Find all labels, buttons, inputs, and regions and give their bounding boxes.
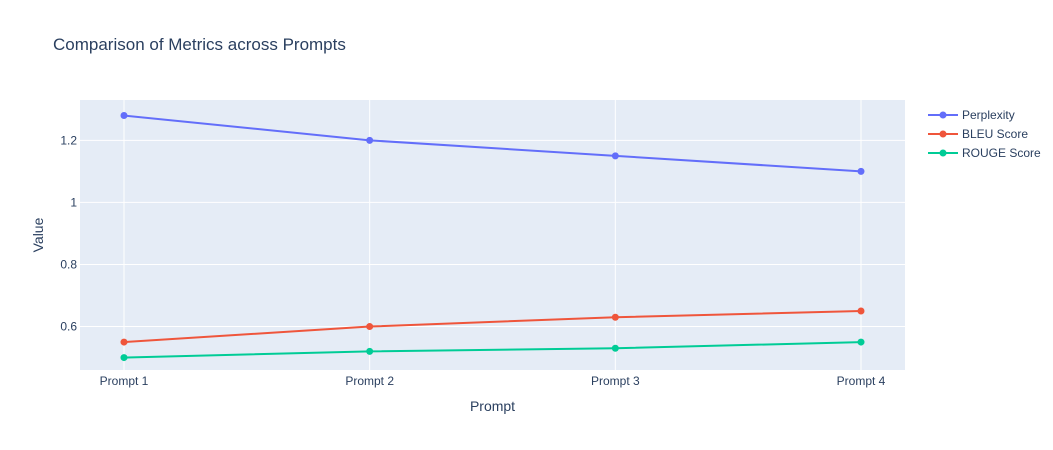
legend-label: ROUGE Score [962,146,1041,160]
data-point [611,344,619,352]
data-point [366,323,374,331]
data-point [366,347,374,355]
y-tick-label: 0.6 [60,320,77,334]
data-point [120,338,128,346]
x-axis-title: Prompt [470,398,515,414]
legend-item[interactable]: BLEU Score [928,127,1028,141]
grid-lines [80,100,905,370]
legend-label: Perplexity [962,108,1015,122]
x-tick-label: Prompt 2 [345,374,394,388]
tick-labels: 0.6 0.8 1 1.2 Prompt 1 Prompt 2 Prompt 3 Prompt… [60,133,885,388]
y-tick-label: 1 [70,195,77,209]
chart-title: Comparison of Metrics across Prompts [53,35,346,54]
data-point [611,313,619,321]
series-1 [120,112,865,175]
data-point [120,354,128,362]
x-tick-label: Prompt 3 [591,374,640,388]
x-tick-label: Prompt 4 [837,374,886,388]
legend-item[interactable]: Perplexity [928,108,1015,122]
series-line [123,341,862,359]
legend-item[interactable]: ROUGE Score [928,146,1041,160]
data-point [611,152,619,160]
legend-marker [939,111,947,119]
data-point [857,307,865,315]
legend-marker [939,130,947,138]
series-line [123,114,862,173]
plot-area [80,100,905,370]
legend: Perplexity BLEU Score ROUGE Score [928,108,1041,160]
x-tick-label: Prompt 1 [100,374,149,388]
series-layer [120,112,865,362]
legend-label: BLEU Score [962,127,1028,141]
series-line [123,310,862,344]
data-point [857,338,865,346]
y-axis-title: Value [30,217,46,252]
series-2 [120,307,865,346]
y-tick-label: 0.8 [60,257,77,271]
data-point [120,112,128,120]
y-tick-label: 1.2 [60,133,77,147]
data-point [857,167,865,175]
data-point [366,136,374,144]
series-3 [120,338,865,362]
legend-marker [939,149,947,157]
